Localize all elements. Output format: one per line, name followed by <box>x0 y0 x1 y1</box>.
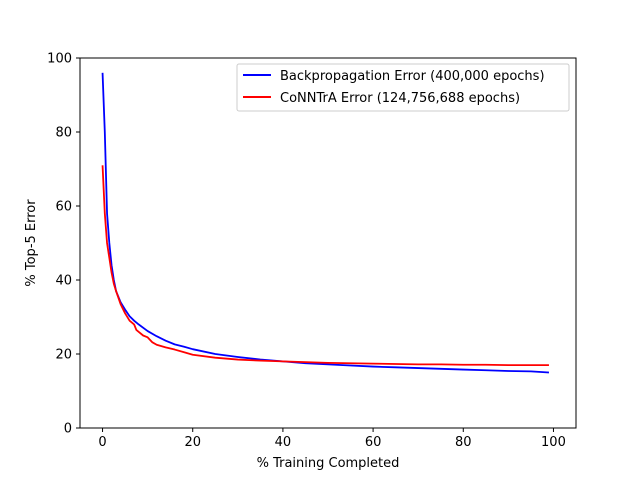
plot-lines <box>101 72 550 374</box>
legend-box <box>236 63 570 112</box>
y-axis-label: % Top-5 Error <box>24 199 39 287</box>
x-axis-ticks: 0 20 40 60 80 100 <box>98 428 566 450</box>
x-tick-label: 40 <box>275 435 292 450</box>
y-axis-ticks: 0 20 40 60 80 100 <box>47 52 80 437</box>
x-tick-label: 0 <box>98 435 106 450</box>
legend: Backpropagation Error (400,000 epochs) Co… <box>236 63 570 112</box>
y-tick-label: 0 <box>64 422 72 437</box>
y-tick-label: 40 <box>55 274 72 289</box>
legend-label-1: Backpropagation Error (400,000 epochs) <box>280 69 545 84</box>
legend-label-2: CoNNTrA Error (124,756,688 epochs) <box>280 91 520 106</box>
plot-frame <box>79 57 577 429</box>
y-tick-label: 100 <box>47 52 72 67</box>
x-tick-label: 100 <box>541 435 566 450</box>
y-tick-label: 60 <box>55 200 72 215</box>
x-tick-label: 60 <box>365 435 382 450</box>
series-line-2 <box>101 165 549 366</box>
y-tick-label: 20 <box>55 348 72 363</box>
x-tick-label: 20 <box>184 435 201 450</box>
x-tick-label: 80 <box>455 435 472 450</box>
legend-entries: Backpropagation Error (400,000 epochs) Co… <box>243 69 545 106</box>
y-tick-label: 80 <box>55 126 72 141</box>
x-axis-label: % Training Completed <box>257 456 400 471</box>
